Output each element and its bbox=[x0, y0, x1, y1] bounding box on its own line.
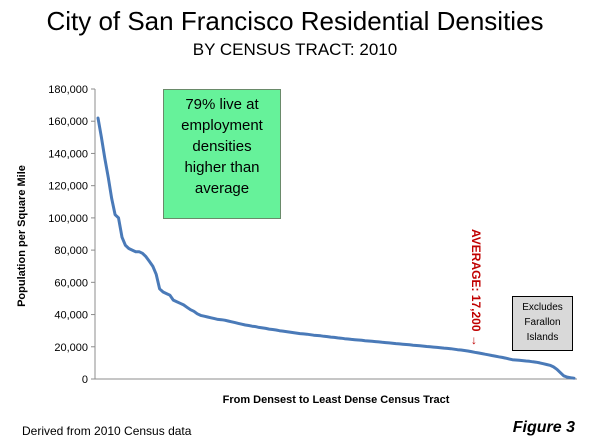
x-axis-label: From Densest to Least Dense Census Tract bbox=[222, 394, 450, 406]
y-axis-label: Population per Square Mile bbox=[16, 165, 28, 307]
average-label-text: AVERAGE: 17,200 bbox=[469, 229, 483, 332]
excludes-line: Islands bbox=[526, 332, 559, 343]
excludes-note-box: Excludes Farallon Islands bbox=[512, 296, 573, 351]
y-axis-ticks: 0 20,000 40,000 60,000 80,000 100,000 120,000 1… bbox=[48, 84, 95, 386]
y-tick-label: 120,000 bbox=[48, 181, 88, 193]
y-tick-label: 80,000 bbox=[54, 245, 88, 257]
note-line: employment bbox=[181, 117, 263, 134]
figure-label: Figure 3 bbox=[512, 419, 575, 436]
y-tick-label: 60,000 bbox=[54, 277, 88, 289]
share-note-box: 79% live at employment densities higher … bbox=[163, 89, 281, 219]
note-line: 79% live at bbox=[185, 96, 259, 113]
source-note: Derived from 2010 Census data bbox=[22, 424, 192, 438]
y-tick-label: 140,000 bbox=[48, 148, 88, 160]
excludes-line: Farallon bbox=[524, 317, 561, 328]
note-line: higher than bbox=[184, 159, 260, 176]
y-tick-label: 0 bbox=[82, 374, 88, 386]
y-tick-label: 40,000 bbox=[54, 310, 88, 322]
arrow-right-icon: → bbox=[469, 334, 483, 347]
y-tick-label: 160,000 bbox=[48, 116, 88, 128]
excludes-line: Excludes bbox=[522, 302, 563, 313]
y-tick-label: 100,000 bbox=[48, 213, 88, 225]
average-annotation: AVERAGE: 17,200 → bbox=[469, 229, 483, 347]
average-label: AVERAGE: 17,200 → bbox=[469, 229, 483, 347]
note-line: average bbox=[194, 180, 250, 197]
density-series-line bbox=[96, 116, 576, 380]
note-line: densities bbox=[192, 138, 252, 155]
chart-subtitle: BY CENSUS TRACT: 2010 bbox=[192, 40, 398, 59]
y-axis-label-container: Population per Square Mile bbox=[12, 160, 32, 320]
y-tick-label: 180,000 bbox=[48, 84, 88, 96]
y-tick-label: 20,000 bbox=[54, 342, 88, 354]
chart-title: City of San Francisco Residential Densit… bbox=[46, 6, 544, 36]
